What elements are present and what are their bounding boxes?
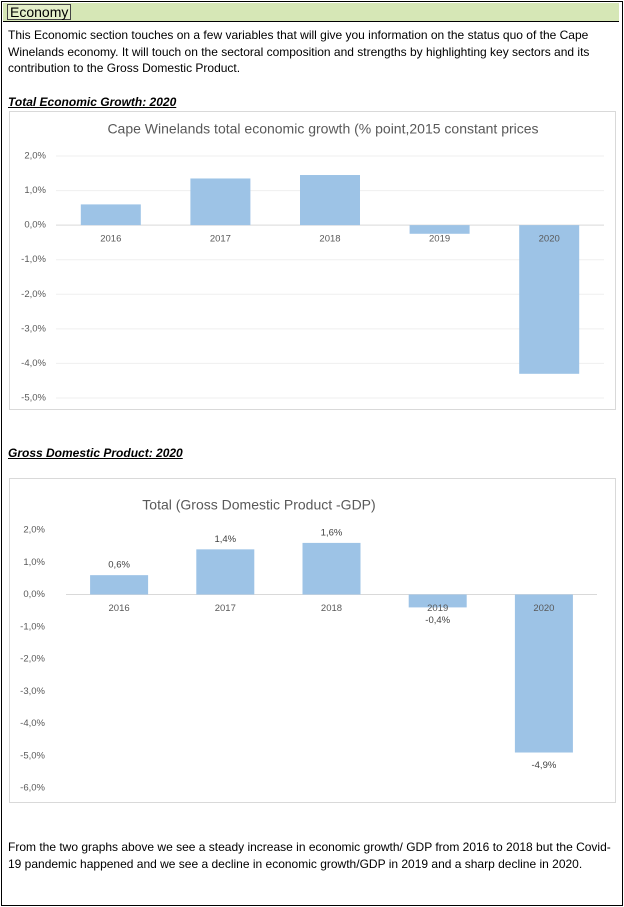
y-tick-label: 2,0% bbox=[24, 151, 46, 162]
y-tick-label: 0,0% bbox=[23, 589, 45, 600]
bar bbox=[190, 178, 251, 226]
y-tick-label: -1,0% bbox=[21, 254, 46, 265]
intro: This Economic section touches on a few v… bbox=[8, 28, 590, 75]
chart: Cape Winelands total economic growth (% … bbox=[9, 111, 616, 410]
x-tick-label: 2016 bbox=[100, 234, 121, 245]
y-tick-label: 2,0% bbox=[23, 525, 45, 536]
header-bar: Economy bbox=[3, 3, 619, 22]
y-tick-label: -5,0% bbox=[20, 750, 45, 761]
bar bbox=[302, 542, 361, 595]
x-tick-label: 2017 bbox=[210, 234, 231, 245]
y-tick-label: -1,0% bbox=[20, 621, 45, 632]
data-label: 1,6% bbox=[321, 527, 343, 538]
header-title: Economy bbox=[7, 4, 72, 20]
bar bbox=[90, 575, 149, 595]
chart-title: Cape Winelands total economic growth (% … bbox=[107, 121, 538, 137]
data-label: 1,4% bbox=[214, 534, 236, 545]
x-tick-label: 2017 bbox=[215, 603, 236, 614]
x-tick-label: 2019 bbox=[429, 234, 450, 245]
data-label: -4,9% bbox=[531, 760, 556, 771]
bar bbox=[514, 594, 573, 753]
y-tick-label: -4,0% bbox=[21, 358, 46, 369]
section-heading: Total Economic Growth: 2020 bbox=[8, 95, 177, 109]
x-tick-label: 2019 bbox=[427, 603, 448, 614]
section-heading: Gross Domestic Product: 2020 bbox=[8, 446, 183, 460]
chart-title: Total (Gross Domestic Product -GDP) bbox=[142, 497, 375, 513]
x-tick-label: 2018 bbox=[319, 234, 340, 245]
y-tick-label: -5,0% bbox=[21, 393, 46, 404]
y-tick-label: -2,0% bbox=[20, 654, 45, 665]
chart: Total (Gross Domestic Product -GDP) 2,0% 1… bbox=[9, 478, 616, 803]
y-tick-label: -3,0% bbox=[20, 686, 45, 697]
x-tick-label: 2018 bbox=[321, 603, 342, 614]
y-tick-label: -4,0% bbox=[20, 718, 45, 729]
bar bbox=[80, 204, 141, 226]
data-label: -0,4% bbox=[425, 615, 450, 626]
bar bbox=[409, 225, 470, 234]
data-label: 0,6% bbox=[108, 560, 130, 571]
conclusion: From the two graphs above we see a stead… bbox=[8, 840, 611, 871]
bar bbox=[196, 549, 255, 595]
y-tick-label: -3,0% bbox=[21, 323, 46, 334]
bar bbox=[300, 175, 360, 226]
x-tick-label: 2020 bbox=[539, 234, 560, 245]
x-tick-label: 2016 bbox=[109, 603, 130, 614]
y-tick-label: -2,0% bbox=[21, 289, 46, 300]
x-tick-label: 2020 bbox=[533, 603, 554, 614]
y-tick-label: 1,0% bbox=[23, 557, 45, 568]
y-tick-label: -6,0% bbox=[20, 783, 45, 794]
bar bbox=[519, 225, 580, 374]
y-tick-label: 0,0% bbox=[24, 220, 46, 231]
y-tick-label: 1,0% bbox=[24, 185, 46, 196]
bar bbox=[408, 594, 467, 608]
